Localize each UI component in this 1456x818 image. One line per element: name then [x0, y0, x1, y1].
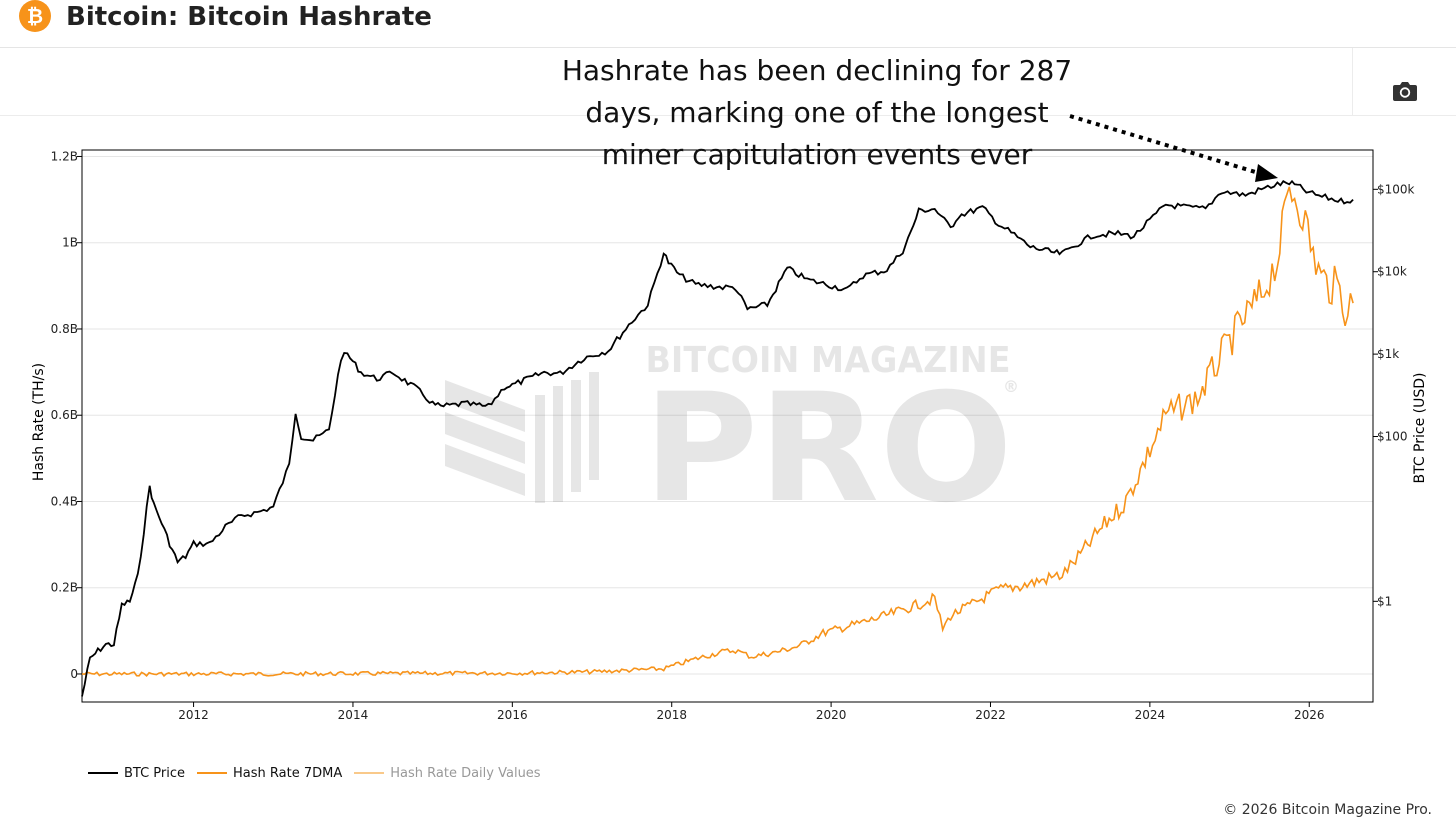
legend-swatch: [197, 772, 228, 774]
x-axis: 2012 2014 2016 2018 2020 2022 2024 2026: [178, 702, 1325, 722]
x-tick-label: 2026: [1294, 708, 1325, 722]
y-axis-right: $1 $100 $1k $10k $100k: [1373, 182, 1415, 608]
chart-header: ₿ Bitcoin: Bitcoin Hashrate: [0, 0, 1456, 48]
watermark: BITCOIN MAGAZINE PRO ®: [445, 340, 1019, 536]
y-axis-label: Hash Rate (TH/s): [31, 363, 47, 481]
y-tick-label: 1.2B: [51, 149, 78, 163]
legend-item-hash-rate-7dma[interactable]: Hash Rate 7DMA: [197, 766, 342, 781]
x-tick-label: 2024: [1135, 708, 1166, 722]
legend-item-btc-price[interactable]: BTC Price: [88, 766, 185, 781]
y2-tick-label: $1k: [1377, 347, 1399, 361]
x-tick-label: 2014: [338, 708, 369, 722]
copyright: © 2026 Bitcoin Magazine Pro.: [1223, 802, 1432, 818]
page-title: Bitcoin: Bitcoin Hashrate: [66, 2, 432, 32]
x-tick-label: 2020: [816, 708, 847, 722]
legend-label: Hash Rate Daily Values: [390, 765, 541, 781]
chart-legend: BTC Price Hash Rate 7DMA Hash Rate Daily…: [88, 762, 553, 784]
y2-tick-label: $1: [1377, 594, 1392, 608]
x-tick-label: 2022: [975, 708, 1006, 722]
legend-swatch: [88, 772, 118, 774]
y-tick-label: 0: [70, 667, 78, 681]
x-tick-label: 2012: [178, 708, 209, 722]
y2-tick-label: $10k: [1377, 265, 1407, 279]
watermark-registered-mark: ®: [1003, 377, 1019, 396]
y2-tick-label: $100: [1377, 430, 1408, 444]
watermark-main-text: PRO: [643, 362, 1013, 536]
y-tick-label: 0.4B: [51, 494, 78, 508]
x-tick-label: 2016: [497, 708, 528, 722]
bitcoin-logo-icon: ₿: [19, 0, 51, 32]
y2-axis-label: BTC Price (USD): [1412, 372, 1428, 483]
y-axis-left: 0 0.2B 0.4B 0.6B 0.8B 1B 1.2B: [51, 149, 82, 681]
series-line-hash-rate-7dma: [81, 186, 1354, 678]
y-tick-label: 0.8B: [51, 322, 78, 336]
y-tick-label: 0.6B: [51, 408, 78, 422]
annotation-text: Hashrate has been declining for 287 days…: [517, 50, 1117, 176]
legend-swatch: [354, 772, 385, 774]
legend-label: Hash Rate 7DMA: [233, 765, 343, 781]
legend-item-hash-rate-daily[interactable]: Hash Rate Daily Values: [354, 765, 541, 781]
annotation-line: days, marking one of the longest: [585, 96, 1049, 129]
plot-frame: [81, 149, 1374, 703]
legend-label: BTC Price: [124, 765, 186, 781]
y-tick-label: 1B: [62, 236, 78, 250]
svg-text:₿: ₿: [27, 4, 43, 28]
annotation-line: Hashrate has been declining for 287: [561, 54, 1073, 87]
series-line-btc-price: [81, 179, 1354, 697]
toolbar-divider: [1352, 48, 1353, 116]
annotation-arrow: [1069, 114, 1278, 182]
y-tick-label: 0.2B: [51, 581, 78, 595]
toolbar-band: [0, 48, 1456, 116]
camera-icon[interactable]: [1392, 80, 1418, 102]
x-tick-label: 2018: [656, 708, 687, 722]
y2-tick-label: $100k: [1377, 182, 1415, 196]
watermark-logo-icon: [445, 372, 599, 503]
watermark-top-text: BITCOIN MAGAZINE: [646, 340, 1011, 381]
annotation-line: miner capitulation events ever: [601, 138, 1033, 171]
